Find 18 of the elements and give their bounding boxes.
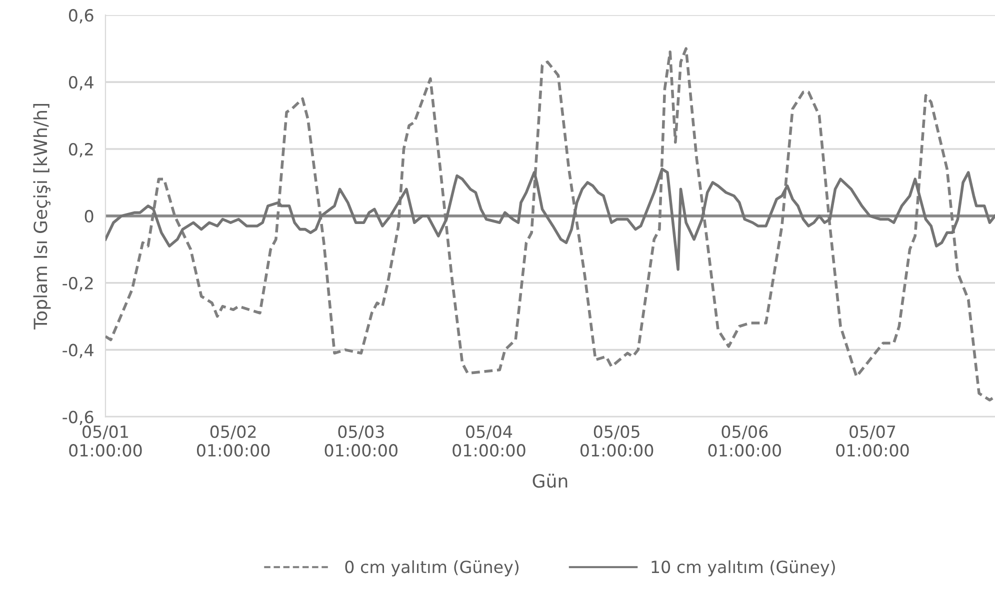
y-tick-label: -0,4 [62, 344, 94, 358]
y-tick-label: 0,2 [68, 142, 93, 158]
y-tick-label: -0,2 [62, 276, 93, 292]
x-tick-label: 05/05 01:00:00 [580, 425, 654, 457]
y-tick-label: 0,4 [68, 76, 94, 90]
x-axis-title: Gün [532, 474, 568, 488]
x-tick-label: 05/03 01:00:00 [324, 425, 398, 457]
x-tick-label: 05/01 01:00:00 [69, 425, 142, 457]
legend-label: 10 cm yalıtım (Güney) [652, 560, 835, 576]
x-tick-label: 05/04 01:00:00 [452, 425, 526, 457]
y-tick-label: 0 [84, 210, 94, 222]
y-tick-label: 0,6 [68, 9, 94, 24]
y-tick-label: -0,6 [62, 410, 94, 426]
x-tick-label: 05/06 01:00:00 [708, 425, 781, 457]
x-tick-label: 05/07 01:00:00 [836, 425, 909, 457]
x-tick-label: 05/02 01:00:00 [196, 425, 270, 457]
legend-label: 0 cm yalıtım (Güney) [345, 560, 519, 576]
y-axis-title: Toplam Isı Geçişi [kWh/h] [33, 104, 51, 330]
